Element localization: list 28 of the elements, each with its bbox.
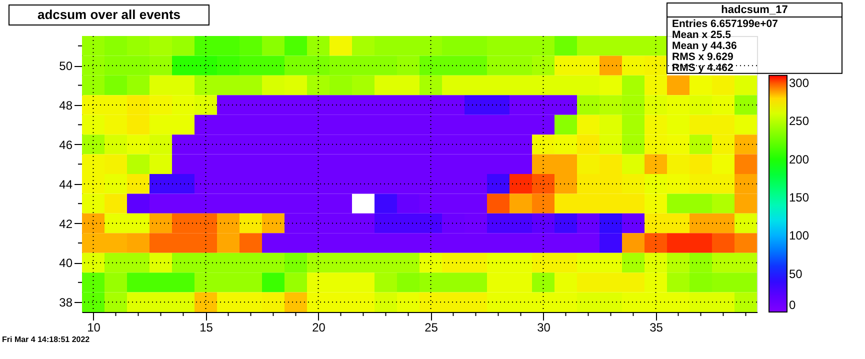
chart-title: adcsum over all events [37,7,181,22]
color-bar-label: 300 [789,76,810,90]
text: Fri Mar 4 14:18:51 2022 [2,335,90,344]
y-tick-label: 46 [59,138,73,152]
color-bar-label: 250 [789,114,810,128]
y-tick-label: 50 [59,59,73,74]
x-tick-label: 15 [200,320,214,334]
y-tick-label: 42 [59,216,73,231]
text: hadcsum_17 [721,4,788,16]
color-bar-label: 200 [789,152,810,166]
annotation: Mean y 44.36 [672,40,737,52]
text: Entries 6.657199e+07 [672,18,778,30]
x-tick-label: 10 [87,320,101,334]
x-tick-label: 25 [424,320,438,334]
x-tick-label: 35 [650,320,664,334]
color-bar-label: 0 [789,298,796,312]
y-tick-label: 38 [59,296,73,310]
y-tick-label: 40 [59,256,73,270]
x-tick-label: 30 [537,320,551,334]
y-tick-label: 44 [59,177,73,192]
annotation: RMS y 4.462 [672,62,734,74]
y-tick-label: 48 [59,98,73,112]
color-bar-label: 150 [789,190,810,205]
annotation: Mean x 25.5 [672,29,732,41]
annotation: RMS x 9.629 [672,51,734,63]
color-bar-label: 100 [789,228,810,243]
color-bar-label: 50 [789,266,803,281]
x-tick-label: 20 [312,320,326,334]
